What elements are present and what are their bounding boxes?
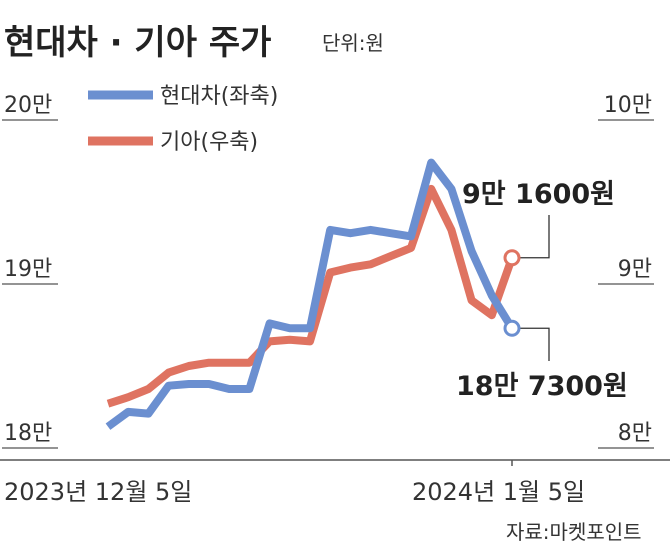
series-layer bbox=[105, 158, 550, 430]
right-tick-label: 8만 bbox=[618, 421, 652, 446]
source-label: 자료:마켓포인트 bbox=[506, 520, 642, 544]
callout-connector-kia bbox=[520, 215, 550, 259]
right-axis: 10만 9만 8만 bbox=[598, 93, 654, 449]
callout-hyundai: 18만 7300원 bbox=[456, 371, 628, 402]
left-tick-label: 20만 bbox=[4, 93, 52, 118]
x-label-end: 2024년 1월 5일 bbox=[412, 478, 585, 506]
unit-label: 단위:원 bbox=[322, 31, 384, 55]
end-marker-kia bbox=[503, 249, 521, 267]
x-label-start: 2023년 12월 5일 bbox=[4, 478, 192, 506]
series-line-hyundai bbox=[105, 158, 516, 430]
legend-label-kia: 기아(우축) bbox=[160, 130, 258, 155]
end-marker-hyundai bbox=[503, 319, 521, 337]
callout-kia: 9만 1600원 bbox=[462, 179, 615, 210]
right-tick-label: 10만 bbox=[604, 93, 652, 118]
series-line-kia bbox=[106, 184, 516, 408]
left-axis: 20만 19만 18만 bbox=[2, 93, 58, 449]
callout-connector-hyundai bbox=[520, 327, 550, 361]
right-tick-label: 9만 bbox=[618, 257, 652, 282]
left-tick-label: 18만 bbox=[4, 421, 52, 446]
chart-title: 현대차 · 기아 주가 bbox=[4, 23, 271, 63]
left-tick-label: 19만 bbox=[4, 257, 52, 282]
legend-label-hyundai: 현대차(좌축) bbox=[160, 84, 278, 109]
